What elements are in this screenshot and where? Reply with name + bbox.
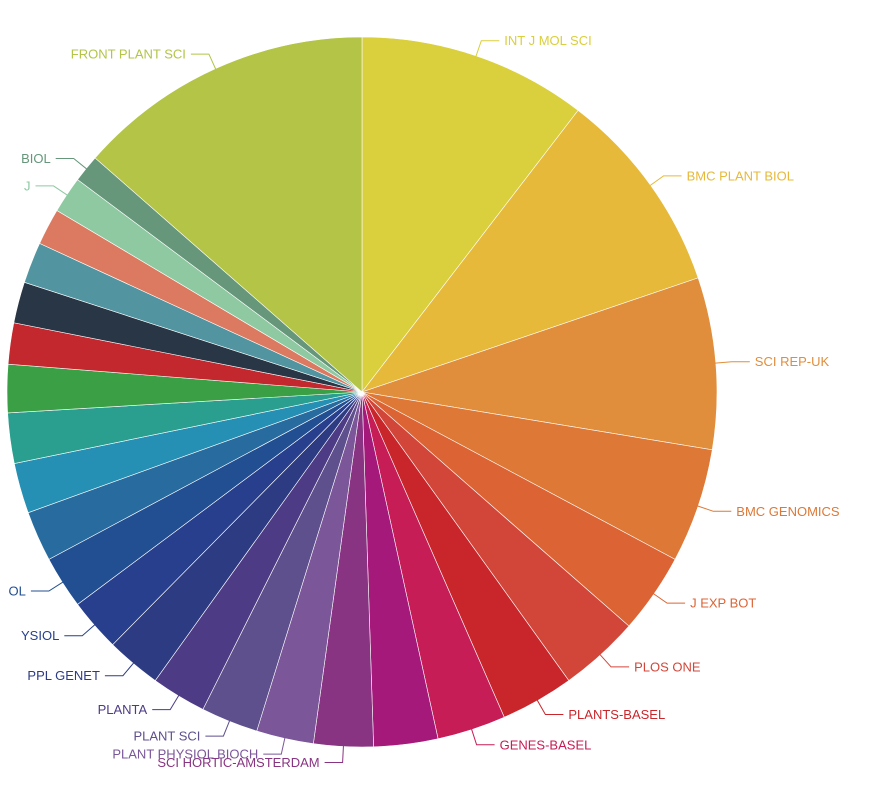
slice-label: PPL GENET [27, 668, 100, 683]
slice-label: PLOS ONE [634, 659, 701, 674]
label-leader-line [35, 185, 69, 197]
label-leader-line [713, 361, 750, 364]
label-leader-line [475, 40, 500, 58]
slice-label: SCI HORTIC-AMSTERDAM [157, 755, 319, 770]
label-leader-line [30, 580, 65, 592]
pie-slices [6, 36, 718, 748]
label-leader-line [104, 661, 135, 677]
slice-label: PLANT SCI [133, 729, 200, 744]
label-leader-line [263, 736, 286, 755]
label-leader-line [190, 53, 217, 71]
label-leader-line [205, 719, 231, 737]
slice-label: PLANTA [98, 702, 148, 717]
slice-label: BMC GENOMICS [736, 504, 840, 519]
label-leader-line [696, 505, 732, 512]
slice-label: PLANTS-BASEL [568, 707, 665, 722]
label-leader-line [55, 158, 89, 171]
slice-label: OL [9, 584, 26, 599]
slice-label: GENES-BASEL [500, 737, 592, 752]
label-leader-line [470, 727, 495, 746]
slice-label: J EXP BOT [690, 596, 756, 611]
slice-label: BIOL [21, 151, 51, 166]
label-leader-line [324, 744, 344, 763]
label-leader-line [536, 698, 564, 715]
label-leader-line [598, 653, 630, 668]
slice-label: J [24, 178, 31, 193]
slice-label: BMC PLANT BIOL [687, 168, 794, 183]
slice-label: PLANT PHYSIOL BIOCH [112, 747, 258, 762]
slice-label: INT J MOL SCI [504, 33, 591, 48]
pie-labels: INT J MOL SCI BMC PLANT BIOL SCI REP-UK BMC… [9, 33, 840, 770]
label-leader-line [64, 623, 97, 637]
label-leader-line [152, 693, 180, 711]
slice-label: SCI REP-UK [755, 354, 830, 369]
slice-label: FRONT PLANT SCI [71, 47, 186, 62]
label-leader-line [652, 592, 686, 604]
label-leader-line [648, 175, 682, 187]
slice-label: YSIOL [21, 628, 59, 643]
